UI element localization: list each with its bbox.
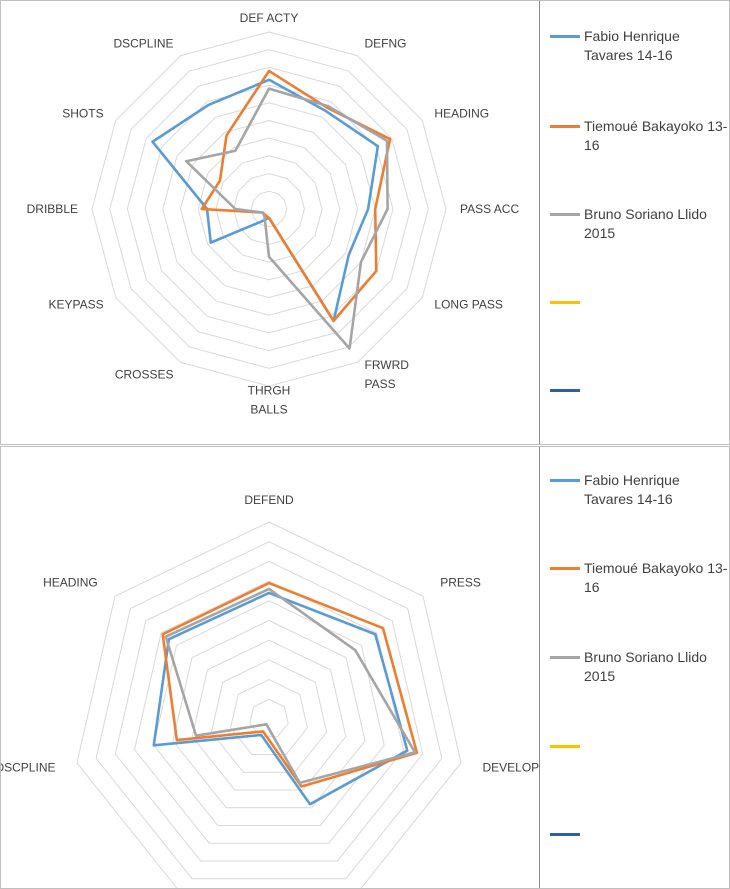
axis-label-keypass: KEYPASS <box>48 298 103 312</box>
top-legend-label-bakayoko: Tiemoué Bakayoko 13-16 <box>584 118 728 153</box>
bottom-radar-chart: DEFENDPRESSDEVELOPCREATEATTACKDSCPLINEHE… <box>1 493 539 888</box>
series-line-2 <box>184 87 389 350</box>
grid-ring-9 <box>95 541 443 880</box>
grid-ring-10 <box>91 31 447 387</box>
grid-ring-8 <box>114 560 424 862</box>
series-line-2 <box>164 587 417 785</box>
axis-label-shots: SHOTS <box>62 107 103 121</box>
grid-ring-10 <box>76 521 462 888</box>
grid-ring-5 <box>172 619 366 809</box>
series-line-1 <box>161 581 419 788</box>
grid-ring-1 <box>249 698 289 738</box>
axis-label-defend: DEFEND <box>244 493 294 507</box>
axis-label-long-pass: LONG PASS <box>434 298 502 312</box>
axis-label-dscpline: DSCPLINE <box>1 761 55 775</box>
bottom-legend: Fabio Henrique Tavares 14-16 Tiemoué Bak… <box>550 447 730 888</box>
bottom-legend-swatch-series4 <box>550 745 580 748</box>
top-legend-divider <box>539 1 540 444</box>
bottom-legend-swatch-soriano <box>550 656 580 659</box>
grid-ring-5 <box>179 119 359 299</box>
axis-label-defng: DEFNG <box>365 37 407 51</box>
axis-label-frwrd-pass: FRWRD PASS <box>365 358 410 391</box>
axis-label-heading: HEADING <box>43 575 98 589</box>
grid-ring-3 <box>215 155 323 263</box>
grid-ring-6 <box>162 102 376 316</box>
bottom-legend-divider <box>539 447 540 888</box>
top-legend-swatch-fabio <box>550 35 580 38</box>
grid-ring-9 <box>109 49 429 369</box>
top-legend-swatch-soriano <box>550 213 580 216</box>
bottom-legend-swatch-series5 <box>550 833 580 836</box>
grid-ring-7 <box>144 84 394 334</box>
axis-label-heading: HEADING <box>434 107 489 121</box>
top-legend-swatch-series4 <box>550 301 580 304</box>
axis-label-dribble: DRIBBLE <box>27 202 78 216</box>
grid-ring-2 <box>230 679 308 755</box>
top-radar-chart-panel: DEF ACTY DEFNG HEADING PASS ACC LONG PASS FRW… <box>0 0 730 445</box>
grid-ring-2 <box>233 173 305 245</box>
axis-label-develop: DEVELOP <box>483 761 539 775</box>
top-legend-label-fabio: Fabio Henrique Tavares 14-16 <box>584 28 680 63</box>
grid-ring-4 <box>197 137 341 281</box>
top-legend-swatch-bakayoko <box>550 125 580 128</box>
series-line-1 <box>200 69 392 323</box>
grid-ring-4 <box>191 639 347 791</box>
bottom-radar-chart-panel: DEFENDPRESSDEVELOPCREATEATTACKDSCPLINEHE… <box>0 446 730 889</box>
top-legend: Fabio Henrique Tavares 14-16 Tiemoué Bak… <box>550 1 730 444</box>
axis-label-crosses: CROSSES <box>115 367 174 381</box>
axis-label-press: PRESS <box>440 575 481 589</box>
top-radar-chart: DEF ACTY DEFNG HEADING PASS ACC LONG PASS FRW… <box>27 11 520 417</box>
bottom-legend-label-soriano: Bruno Soriano Llido 2015 <box>584 649 707 684</box>
axis-label-dscpline: DSCPLINE <box>113 37 173 51</box>
grid-ring-1 <box>250 190 288 228</box>
bottom-legend-label-fabio: Fabio Henrique Tavares 14-16 <box>584 472 680 507</box>
top-legend-label-soriano: Bruno Soriano Llido 2015 <box>584 206 707 241</box>
grid-ring-3 <box>210 659 328 773</box>
bottom-legend-swatch-bakayoko <box>550 567 580 570</box>
axis-label-pass-acc: PASS ACC <box>460 202 519 216</box>
grid-ring-8 <box>126 66 412 352</box>
axis-label-thrgh-balls: THRGH BALLS <box>248 384 291 417</box>
bottom-legend-label-bakayoko: Tiemoué Bakayoko 13-16 <box>584 560 728 595</box>
top-legend-swatch-series5 <box>550 389 580 392</box>
bottom-legend-swatch-fabio <box>550 479 580 482</box>
axis-label-def-acty: DEF ACTY <box>240 11 299 25</box>
